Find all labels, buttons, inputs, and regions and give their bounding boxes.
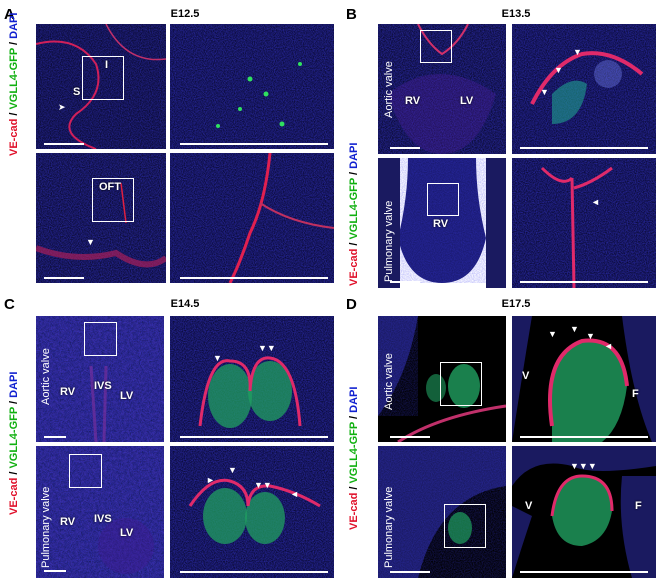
inset-box-b-pulmonary	[427, 183, 459, 216]
label-ivs-c: IVS	[94, 380, 112, 392]
scale-bar	[390, 436, 430, 438]
micrograph-d-aortic-zoom	[512, 316, 656, 442]
stage-label-a: E12.5	[170, 8, 200, 20]
label-lv-c: LV	[120, 390, 134, 402]
label-lv-c2: LV	[120, 527, 134, 539]
micrograph-b-aortic-zoom	[512, 24, 656, 154]
label-ivs-c2: IVS	[94, 513, 112, 525]
scale-bar	[390, 571, 430, 573]
inset-box-d-pulmonary	[444, 504, 486, 548]
label-rv-pulmonary: RV	[433, 218, 449, 230]
stage-label-c: E14.5	[170, 298, 200, 310]
panel-label-b: B	[346, 6, 357, 23]
label-s: S	[73, 86, 81, 98]
arrowhead-icon: ◄	[290, 489, 299, 499]
label-v-d2: V	[525, 500, 533, 512]
label-v-d: V	[522, 370, 530, 382]
micrograph-d-aortic-overview	[378, 316, 506, 442]
label-rv-c: RV	[60, 386, 76, 398]
micrograph-c-aortic-zoom	[170, 316, 334, 442]
micrograph-d-pulmonary-overview	[378, 446, 506, 578]
arrowhead-icon: ◄	[591, 197, 600, 207]
arrowhead-icon: ▼	[540, 87, 549, 97]
micrograph-a-top-overview	[36, 24, 166, 149]
label-f-d2: F	[635, 500, 642, 512]
row-label-c-aortic: Aortic valve	[40, 348, 52, 405]
micrograph-d-pulmonary-zoom	[512, 446, 656, 578]
micrograph-b-pulmonary-zoom	[512, 158, 656, 288]
arrowhead-icon: ▼	[586, 331, 595, 341]
panel-label-c: C	[4, 296, 15, 313]
label-oft: OFT	[99, 181, 121, 193]
scale-bar	[44, 143, 84, 145]
micrograph-a-bottom-zoom	[170, 153, 334, 283]
scale-bar	[180, 571, 328, 573]
inset-box-d-aortic	[440, 362, 482, 406]
label-rv: RV	[405, 95, 421, 107]
scale-bar	[520, 436, 648, 438]
arrowhead-icon: ▼▼	[254, 480, 272, 490]
arrowhead-icon: ▼▼	[258, 343, 276, 353]
scale-bar	[390, 281, 420, 283]
inset-box-a-top	[82, 56, 124, 100]
label-i: I	[105, 59, 109, 71]
micrograph-c-pulmonary-overview	[36, 446, 164, 578]
stage-label-d: E17.5	[501, 298, 531, 310]
channel-legend-d: VE-cad / VGLL4-GFP / DAPI	[348, 386, 360, 530]
arrowhead-icon: ▼	[548, 329, 557, 339]
arrowhead-icon: ▼	[554, 65, 563, 75]
arrowhead-icon: ▼	[573, 47, 582, 57]
scale-bar	[44, 570, 66, 572]
scale-bar	[180, 436, 328, 438]
arrowhead-icon: ▼	[228, 465, 237, 475]
arrowhead-icon: ▼	[213, 353, 222, 363]
inset-box-c-aortic	[84, 322, 117, 356]
label-rv-c2: RV	[60, 516, 76, 528]
arrowhead-icon: ▼	[86, 237, 95, 247]
arrowhead-icon: ►	[206, 475, 215, 485]
micrograph-b-pulmonary-overview	[378, 158, 506, 288]
channel-legend-c: VE-cad / VGLL4-GFP / DAPI	[8, 371, 20, 515]
inset-box-b-aortic	[420, 30, 452, 63]
arrowhead-icon: ➤	[58, 102, 66, 112]
micrograph-a-top-zoom	[170, 24, 334, 149]
micrograph-c-pulmonary-zoom	[170, 446, 334, 578]
stage-label-b: E13.5	[501, 8, 531, 20]
scale-bar	[44, 436, 66, 438]
scale-bar	[520, 571, 648, 573]
arrowhead-icon: ▼▼▼	[570, 461, 597, 471]
inset-box-oft	[92, 178, 134, 222]
panel-label-a: A	[4, 6, 15, 23]
row-label-c-pulmonary: Pulmonary valve	[40, 486, 52, 568]
label-lv: LV	[460, 95, 474, 107]
scale-bar	[180, 143, 328, 145]
arrowhead-icon: ◄	[604, 341, 613, 351]
row-label-b-aortic: Aortic valve	[383, 61, 395, 118]
channel-legend-b: VE-cad / VGLL4-GFP / DAPI	[348, 142, 360, 286]
row-label-d-pulmonary: Pulmonary valve	[383, 486, 395, 568]
inset-box-c-pulmonary	[69, 454, 102, 488]
scale-bar	[180, 277, 328, 279]
row-label-d-aortic: Aortic valve	[383, 353, 395, 410]
micrograph-a-bottom-overview	[36, 153, 166, 283]
scale-bar	[44, 277, 84, 279]
channel-legend-a: VE-cad / VGLL4-GFP / DAPI	[8, 12, 20, 156]
row-label-b-pulmonary: Pulmonary valve	[383, 200, 395, 282]
label-f-d: F	[632, 388, 639, 400]
arrowhead-icon: ▼	[570, 324, 579, 334]
panel-label-d: D	[346, 296, 357, 313]
micrograph-c-aortic-overview	[36, 316, 164, 442]
scale-bar	[390, 147, 420, 149]
scale-bar	[520, 147, 648, 149]
scale-bar	[520, 281, 648, 283]
micrograph-b-aortic-overview	[378, 24, 506, 154]
